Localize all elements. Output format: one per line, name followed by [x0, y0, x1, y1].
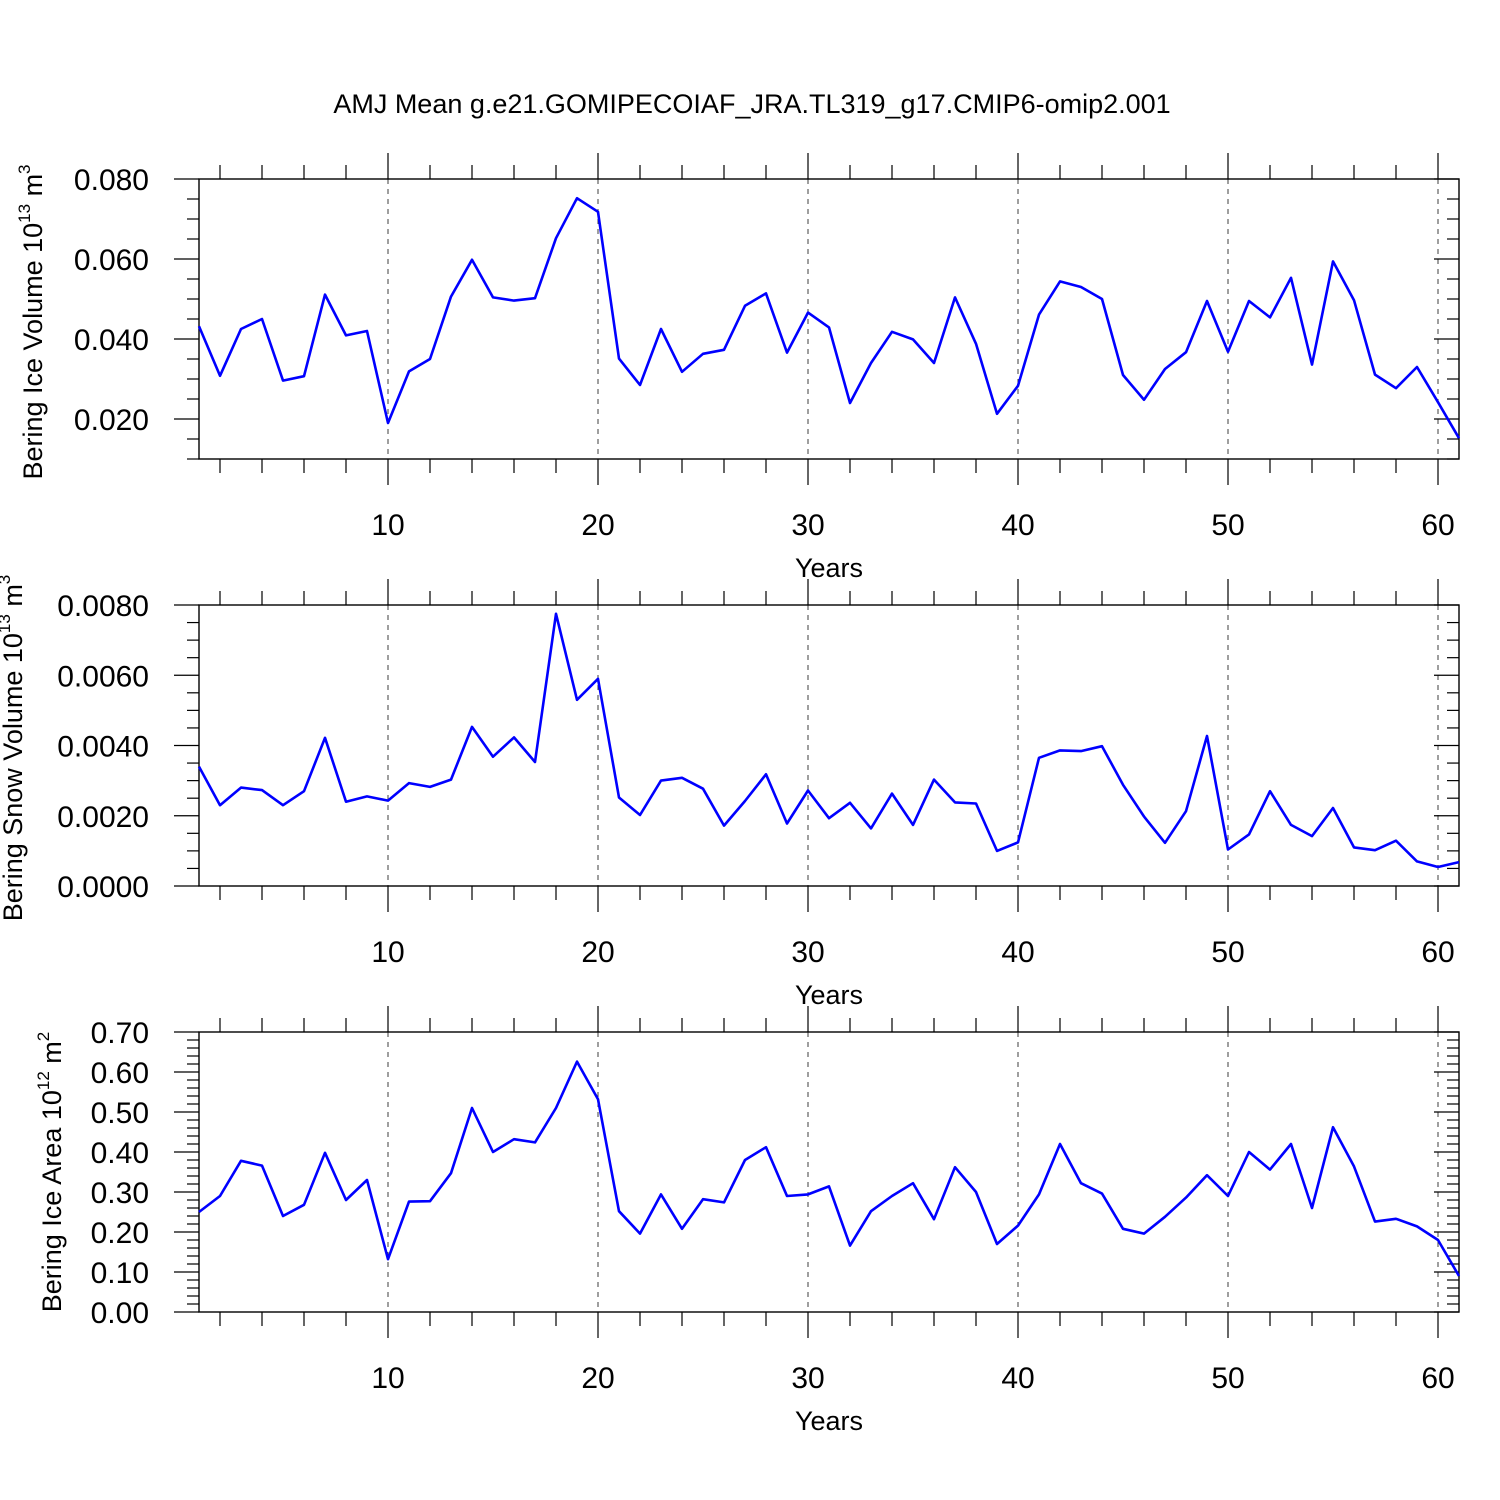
x-axis-title: Years — [795, 980, 863, 1010]
y-tick-label: 0.040 — [74, 324, 149, 357]
x-tick-label: 60 — [1421, 936, 1454, 969]
y-tick-label: 0.60 — [91, 1057, 149, 1090]
chart-panel-2: 10 20 30 40 50 60 0.0000 0.0020 0.0040 0.0060 0.00… — [0, 575, 1460, 1010]
x-tick-label: 20 — [581, 1362, 614, 1395]
x-tick-label: 30 — [791, 1362, 824, 1395]
y-tick-label: 0.0000 — [57, 871, 149, 904]
y-tick-label: 0.20 — [91, 1217, 149, 1250]
y-tick-label: 0.0080 — [57, 590, 149, 623]
x-tick-label: 30 — [791, 936, 824, 969]
y-axis-title: Bering Snow Volume 1013 m3 — [0, 575, 28, 922]
y-tick-label: 0.0040 — [57, 731, 149, 764]
x-tick-label: 10 — [371, 936, 404, 969]
y-axis-title: Bering Ice Volume 1013 m3 — [15, 164, 48, 479]
y-tick-label: 0.70 — [91, 1017, 149, 1050]
y-axis-title: Bering Ice Area 1012 m2 — [34, 1032, 67, 1313]
data-series-line — [197, 196, 1461, 439]
chart-panel-1: 10 20 30 40 50 60 0.020 0.040 0.060 0.080 Years Ber… — [15, 153, 1461, 583]
x-tick-label: 60 — [1421, 1362, 1454, 1395]
y-tick-label: 0.0060 — [57, 660, 149, 693]
plot-frame — [198, 1031, 1460, 1313]
data-series-line — [198, 1060, 1461, 1277]
y-tick-label: 0.50 — [91, 1097, 149, 1130]
y-tick-label: 0.0020 — [57, 801, 149, 834]
x-tick-label: 50 — [1211, 936, 1244, 969]
x-axis-title: Years — [795, 553, 863, 583]
y-tick-label: 0.40 — [91, 1137, 149, 1170]
data-series-line — [197, 612, 1460, 869]
x-tick-label: 10 — [371, 509, 404, 542]
y-tick-label: 0.30 — [91, 1177, 149, 1210]
x-tick-label: 10 — [371, 1362, 404, 1395]
x-tick-label: 50 — [1211, 509, 1244, 542]
x-axis-title: Years — [795, 1406, 863, 1436]
y-tick-label: 0.060 — [74, 244, 149, 277]
x-tick-label: 20 — [581, 509, 614, 542]
x-tick-label: 40 — [1001, 1362, 1034, 1395]
y-tick-label: 0.10 — [91, 1257, 149, 1290]
x-tick-label: 40 — [1001, 509, 1034, 542]
y-tick-label: 0.00 — [91, 1297, 149, 1330]
x-tick-label: 40 — [1001, 936, 1034, 969]
chart-panel-3: 10 20 30 40 50 60 0.00 0.10 0.20 0.30 0.40 0.50 0.60… — [34, 1006, 1461, 1436]
x-tick-label: 50 — [1211, 1362, 1244, 1395]
x-tick-label: 60 — [1421, 509, 1454, 542]
y-tick-label: 0.020 — [74, 404, 149, 437]
x-tick-label: 20 — [581, 936, 614, 969]
y-tick-label: 0.080 — [74, 164, 149, 197]
chart-title: AMJ Mean g.e21.GOMIPECOIAF_JRA.TL319_g17… — [333, 89, 1170, 119]
x-tick-label: 30 — [791, 509, 824, 542]
